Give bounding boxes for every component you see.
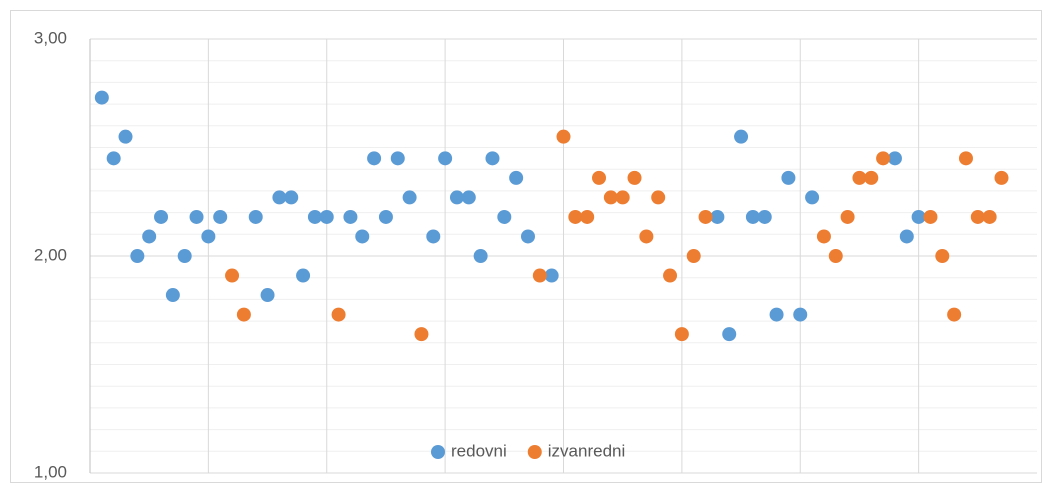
- point: [745, 209, 760, 224]
- point: [94, 90, 109, 105]
- point: [947, 307, 962, 322]
- point: [118, 129, 133, 144]
- legend-label: redovni: [451, 441, 507, 460]
- point: [402, 190, 417, 205]
- legend-marker: [431, 445, 445, 459]
- y-tick-label: 3,00: [34, 28, 67, 47]
- point: [142, 229, 157, 244]
- point: [367, 151, 382, 166]
- point: [816, 229, 831, 244]
- point: [627, 170, 642, 185]
- point: [343, 209, 358, 224]
- point: [734, 129, 749, 144]
- point: [781, 170, 796, 185]
- point: [438, 151, 453, 166]
- point: [840, 209, 855, 224]
- y-tick-label: 2,00: [34, 245, 67, 264]
- point: [970, 209, 985, 224]
- point: [592, 170, 607, 185]
- legend-label: izvanredni: [548, 441, 626, 460]
- point: [106, 151, 121, 166]
- point: [580, 209, 595, 224]
- point: [520, 229, 535, 244]
- point: [509, 170, 524, 185]
- point: [189, 209, 204, 224]
- point: [378, 209, 393, 224]
- point: [899, 229, 914, 244]
- point: [698, 209, 713, 224]
- chart-border: [10, 10, 1042, 483]
- point: [710, 209, 725, 224]
- point: [201, 229, 216, 244]
- point: [355, 229, 370, 244]
- point: [260, 288, 275, 303]
- point: [852, 170, 867, 185]
- point: [165, 288, 180, 303]
- point: [272, 190, 287, 205]
- point: [958, 151, 973, 166]
- point: [568, 209, 583, 224]
- point: [805, 190, 820, 205]
- point: [544, 268, 559, 283]
- point: [390, 151, 405, 166]
- point: [461, 190, 476, 205]
- point: [793, 307, 808, 322]
- point: [674, 327, 689, 342]
- point: [414, 327, 429, 342]
- point: [556, 129, 571, 144]
- point: [982, 209, 997, 224]
- point: [130, 249, 145, 263]
- point: [757, 209, 772, 224]
- point: [887, 151, 902, 166]
- point: [923, 209, 938, 224]
- point: [615, 190, 630, 205]
- legend-marker: [527, 445, 542, 459]
- point: [331, 307, 346, 322]
- point: [864, 170, 879, 185]
- point: [248, 209, 263, 224]
- point: [473, 249, 488, 263]
- point: [449, 190, 464, 205]
- point: [769, 307, 784, 322]
- point: [828, 249, 843, 263]
- point: [935, 249, 950, 263]
- point: [154, 209, 169, 224]
- point: [296, 268, 311, 283]
- point: [603, 190, 618, 205]
- point: [994, 170, 1009, 185]
- point: [663, 268, 678, 283]
- point: [213, 209, 228, 224]
- point: [485, 151, 500, 166]
- point: [426, 229, 441, 244]
- point: [319, 209, 334, 224]
- point: [651, 190, 666, 205]
- point: [639, 229, 654, 244]
- point: [686, 249, 701, 263]
- point: [911, 209, 926, 224]
- point: [876, 151, 891, 166]
- point: [722, 327, 737, 342]
- y-tick-label: 1,00: [34, 462, 67, 481]
- point: [307, 209, 322, 224]
- point: [532, 268, 547, 283]
- point: [177, 249, 192, 263]
- point: [236, 307, 251, 322]
- point: [225, 268, 240, 283]
- point: [284, 190, 299, 205]
- point: [497, 209, 512, 224]
